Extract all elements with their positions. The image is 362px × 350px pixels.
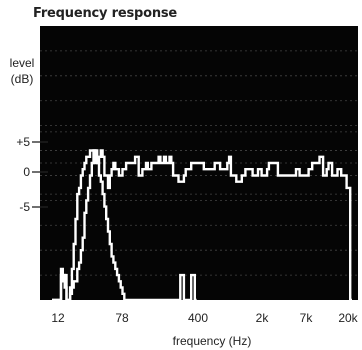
y-tick-minus5: -5 bbox=[19, 200, 48, 214]
y-tick-label-minus5: -5 bbox=[19, 200, 30, 214]
y-tick-plus5: +5 bbox=[16, 135, 48, 149]
y-tick-zero: 0 bbox=[23, 165, 48, 179]
chart-title: Frequency response bbox=[33, 6, 178, 21]
y-tick-label-zero: 0 bbox=[23, 165, 30, 179]
y-tick-label-plus5: +5 bbox=[16, 135, 30, 149]
x-tick-label-400: 400 bbox=[188, 311, 208, 325]
x-tick-label-20k: 20k bbox=[338, 311, 358, 325]
x-tick-label-12: 12 bbox=[51, 311, 65, 325]
series-lines bbox=[52, 149, 352, 302]
y-axis-label-line-1: level bbox=[9, 56, 35, 70]
x-tick-label-2k: 2k bbox=[256, 311, 270, 325]
y-ticks: +5 0 -5 bbox=[16, 135, 48, 214]
x-tick-label-7k: 7k bbox=[300, 311, 314, 325]
x-axis-label: frequency (Hz) bbox=[173, 334, 252, 348]
x-ticks: 12 78 400 2k 7k 20k bbox=[51, 311, 358, 325]
y-axis-label-line-2: (dB) bbox=[10, 72, 34, 86]
x-tick-label-78: 78 bbox=[115, 311, 129, 325]
series-line-main bbox=[52, 149, 352, 302]
series-line-low bbox=[52, 149, 197, 302]
